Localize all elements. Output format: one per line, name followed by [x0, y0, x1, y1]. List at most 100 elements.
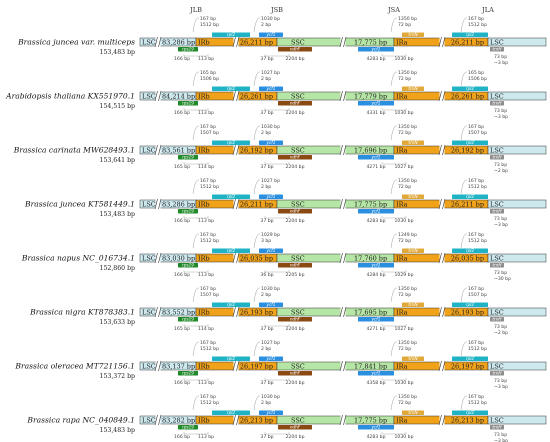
jla-bot-1: 73 bp [494, 270, 507, 276]
ndhF-gene [278, 155, 312, 160]
irb-label: IRb [198, 308, 210, 316]
jlb-top-2: 1512 bp [200, 238, 219, 244]
jlb-top-1: 167 bp [200, 124, 216, 130]
lsc-right-label: LSC [490, 416, 504, 424]
break-gap [155, 37, 161, 47]
rpl2-ira-gene-label: rpl2 [466, 356, 475, 361]
ycf1-gene [259, 86, 283, 91]
ssc-label: SSC [291, 38, 305, 46]
jsa-bot-1: 4283 bp [367, 56, 386, 62]
jlb-bot-1: 166 bp [174, 218, 190, 224]
rps19-gene-label: rps19 [182, 154, 194, 159]
jsb-bot-1: 37 bp [260, 218, 273, 224]
break-gap [340, 415, 346, 425]
break-mark [236, 36, 240, 48]
trnN-gene-label: trnN [408, 140, 418, 145]
jsb-top-2: 2 bp [261, 130, 271, 136]
rpl2-gene-label: rpl2 [227, 32, 236, 37]
jlb-bot-2: 114 bp [198, 164, 214, 170]
trnN-gene-label: trnN [408, 194, 418, 199]
jla-top-1: 167 bp [468, 286, 484, 292]
jsa-top-1: 1350 bp [398, 16, 417, 22]
ndhF-gene [278, 47, 312, 52]
break-mark [236, 252, 240, 264]
ndhF-gene-label: ndhF [290, 46, 301, 51]
jlb-top-2: 1507 bp [200, 292, 219, 298]
rpl2-ira-gene [452, 86, 488, 91]
jlb-bot-2: 113 bp [198, 56, 214, 62]
lsc-right-label: LSC [490, 362, 504, 370]
lsc-length: 83,282 bp [162, 416, 195, 424]
jsa-bot-1: 4271 bp [367, 326, 386, 332]
irb-length: 26,213 bp [240, 416, 273, 424]
ndhF-gene [278, 263, 312, 268]
rpl2-gene [212, 32, 250, 37]
jla-bot-2: ~3 bp [494, 438, 508, 442]
jlb-top-1: 167 bp [200, 340, 216, 346]
break-gap [155, 361, 161, 371]
jlb-top-2: 1512 bp [200, 184, 219, 190]
jsa-top-2: 72 bp [398, 346, 411, 352]
lsc-length: 84,214 bp [162, 92, 195, 100]
rpl2-gene [212, 410, 250, 415]
ssc-length: 17,775 bp [354, 416, 387, 424]
break-mark [438, 414, 442, 426]
ycf1-gene [259, 140, 283, 145]
jsb-top-2: 3 bp [261, 238, 271, 244]
jsa-top-arc [390, 341, 398, 357]
jsb-top-arc [253, 71, 261, 87]
jsa-top-1: 1350 bp [398, 124, 417, 130]
ycf1-gene [259, 356, 283, 361]
ycf1-ssc-gene-label: ycf1 [371, 262, 381, 267]
jsb-bot-1: 37 bp [260, 56, 273, 62]
rpl2-ira-gene-label: rpl2 [466, 302, 475, 307]
break-mark [438, 90, 442, 102]
rpl2-ira-gene [452, 140, 488, 145]
trnH-gene-label: trnH [492, 262, 502, 267]
break-mark [438, 198, 442, 210]
lsc-right-bar [487, 361, 547, 371]
lsc-right-bar [487, 307, 547, 317]
break-mark [154, 360, 158, 372]
break-mark [442, 252, 446, 264]
lsc-length: 83,030 bp [162, 254, 195, 262]
ira-label: IRa [396, 146, 408, 154]
jlb-top-arc [192, 179, 200, 195]
junction-bracket [183, 216, 209, 219]
jsb-top-arc [253, 17, 261, 33]
ycf1-gene-label: ycf1 [266, 302, 276, 307]
break-gap [340, 253, 346, 263]
jsb-top-arc [253, 341, 261, 357]
break-gap [340, 307, 346, 317]
rpl2-ira-gene-label: rpl2 [466, 86, 475, 91]
jsb-bot-1: 37 bp [260, 326, 273, 332]
junction-label-jla: JLA [481, 6, 494, 14]
jsa-top-1: 1350 bp [398, 178, 417, 184]
rpl2-gene-label: rpl2 [227, 140, 236, 145]
rps19-gene [178, 371, 198, 376]
break-mark [154, 90, 158, 102]
jla-top-1: 167 bp [468, 16, 484, 22]
lsc-length: 83,137 bp [162, 362, 195, 370]
trnN-gene-label: trnN [408, 248, 418, 253]
species-name: Brassica carinata MW628493.1 [13, 146, 135, 155]
break-mark [438, 36, 442, 48]
lsc-right-bar [487, 415, 547, 425]
jlb-top-arc [192, 233, 200, 249]
break-mark [339, 252, 343, 264]
trnN-gene [402, 86, 424, 91]
ycf1-ssc-gene-label: ycf1 [371, 424, 381, 429]
trnH-gene [490, 101, 504, 106]
jla-top-arc [460, 395, 468, 411]
jla-bot-1: 73 bp [494, 162, 507, 168]
jla-top-1: 167 bp [468, 232, 484, 238]
ssc-label: SSC [291, 254, 305, 262]
genome-length: 153,633 bp [100, 319, 136, 326]
irb-length: 26,035 bp [240, 254, 273, 262]
trnH-gene-label: trnH [492, 208, 502, 213]
trnN-gene [402, 248, 424, 253]
break-mark [442, 198, 446, 210]
junction-bracket [381, 324, 407, 327]
break-mark [442, 144, 446, 156]
lsc-right-label: LSC [490, 254, 504, 262]
